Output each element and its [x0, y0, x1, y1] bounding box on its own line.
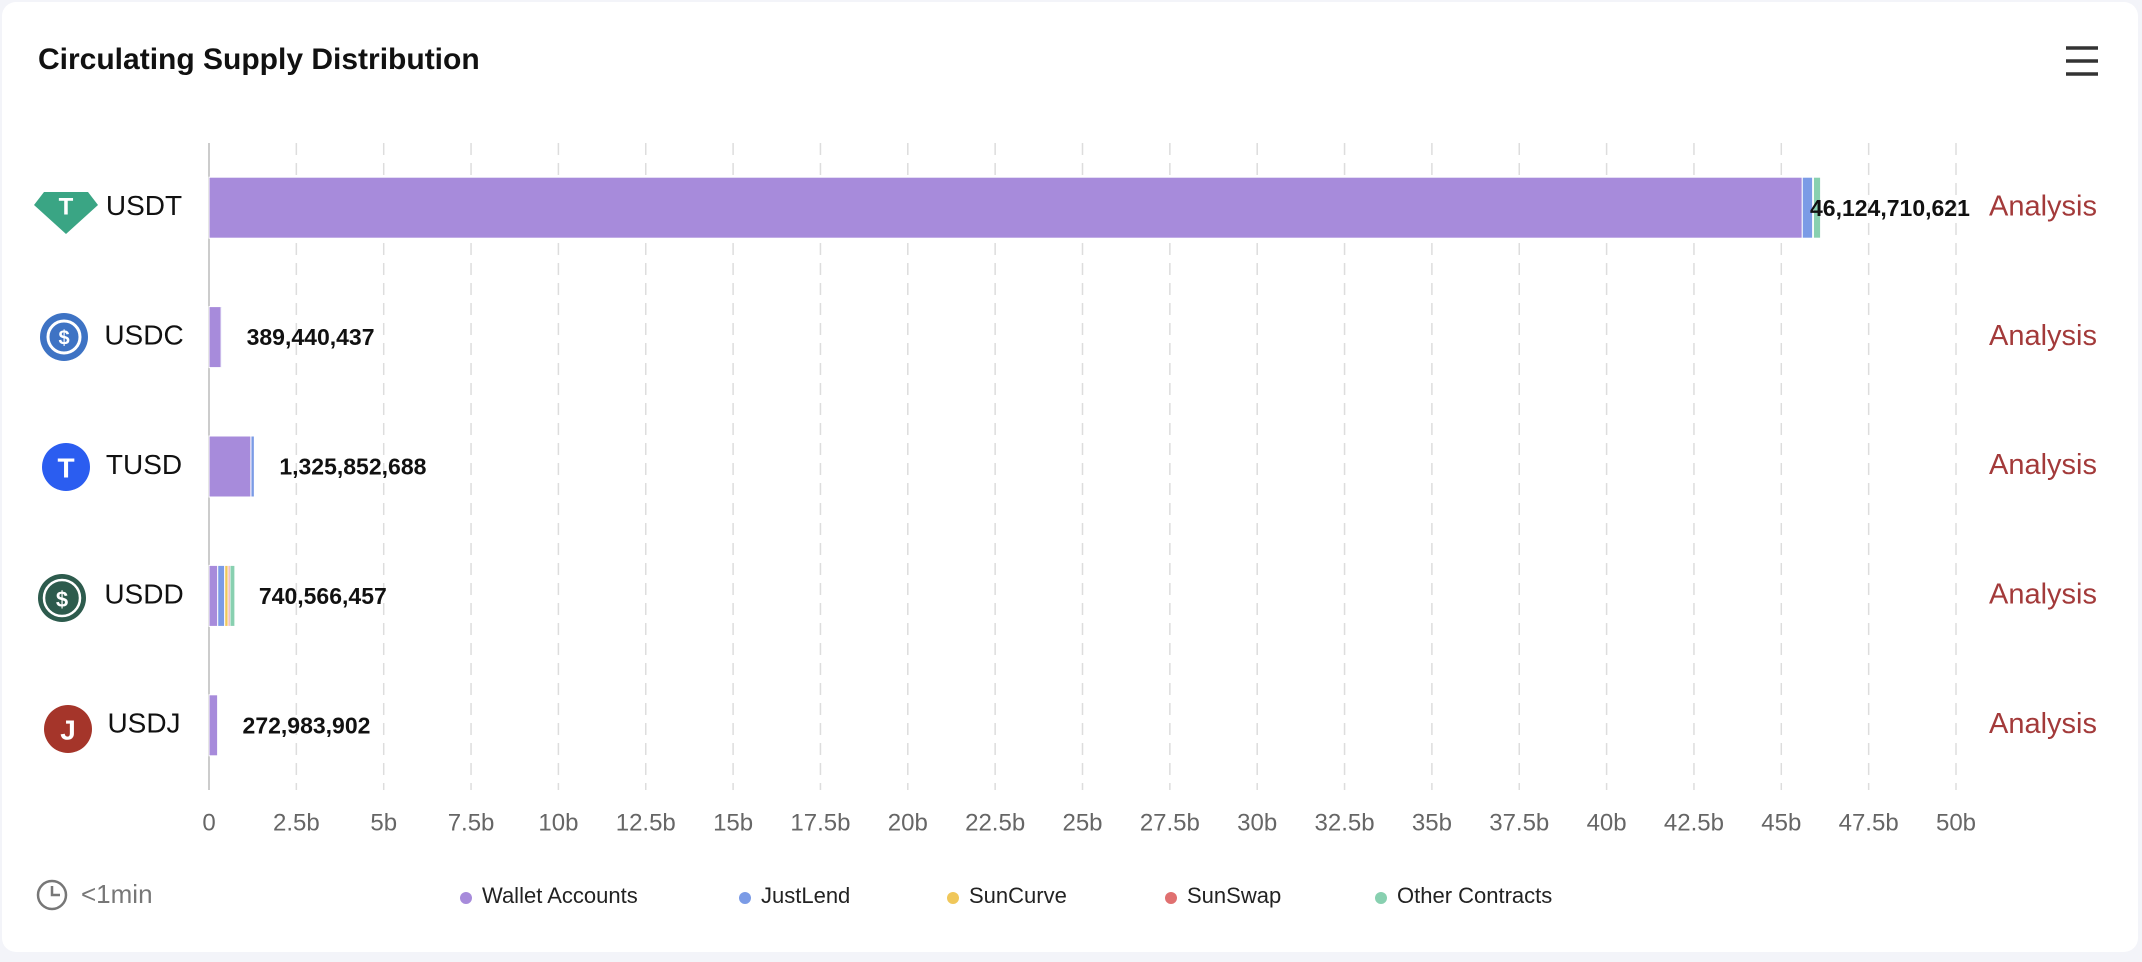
bar-segment [224, 564, 229, 627]
legend-label[interactable]: Wallet Accounts [482, 883, 638, 908]
bar-segment [208, 564, 219, 627]
x-tick-label: 0 [202, 809, 215, 836]
x-tick-label: 32.5b [1315, 809, 1375, 836]
analysis-link[interactable]: Analysis [1989, 449, 2097, 481]
x-tick-label: 40b [1587, 809, 1627, 836]
bar-segment [253, 435, 256, 498]
update-time: <1min [81, 879, 153, 909]
category-label: TUSD [106, 449, 182, 480]
bar-segment [208, 435, 252, 498]
x-tick-label: 7.5b [448, 809, 495, 836]
bar-segment [229, 564, 236, 627]
legend-marker[interactable] [1375, 892, 1387, 904]
analysis-link[interactable]: Analysis [1989, 320, 2097, 352]
x-tick-label: 15b [713, 809, 753, 836]
x-tick-label: 17.5b [790, 809, 850, 836]
legend-label[interactable]: SunSwap [1187, 883, 1281, 908]
legend-marker[interactable] [460, 892, 472, 904]
coin-icons: T $ T $ J [34, 192, 98, 753]
svg-text:T: T [57, 452, 74, 483]
bar-segment [208, 306, 222, 369]
legend-marker[interactable] [739, 892, 751, 904]
legend-label[interactable]: Other Contracts [1397, 883, 1552, 908]
analysis-link[interactable]: Analysis [1989, 190, 2097, 222]
bar-segment [208, 694, 219, 757]
legend-label[interactable]: SunCurve [969, 883, 1067, 908]
x-tick-label: 22.5b [965, 809, 1025, 836]
x-tick-label: 30b [1237, 809, 1277, 836]
category-label: USDT [106, 190, 182, 221]
x-tick-label: 20b [888, 809, 928, 836]
svg-text:$: $ [58, 327, 69, 349]
total-label: 1,325,852,688 [279, 454, 426, 480]
legend-label[interactable]: JustLend [761, 883, 850, 908]
x-tick-label: 2.5b [273, 809, 320, 836]
x-tick-label: 42.5b [1664, 809, 1724, 836]
category-label: USDD [104, 578, 183, 609]
total-label: 46,124,710,621 [1810, 195, 1970, 221]
total-label: 389,440,437 [247, 324, 375, 350]
x-tick-label: 35b [1412, 809, 1452, 836]
chart-title: Circulating Supply Distribution [38, 43, 480, 76]
bar-segment [1812, 176, 1822, 239]
analysis-link[interactable]: Analysis [1989, 579, 2097, 611]
x-tick-label: 5b [370, 809, 397, 836]
total-label: 740,566,457 [259, 583, 387, 609]
svg-text:T: T [59, 193, 74, 220]
x-tick-label: 12.5b [616, 809, 676, 836]
bar-segment [217, 564, 226, 627]
bar-segment [208, 176, 1803, 239]
x-tick-label: 45b [1761, 809, 1801, 836]
category-label: USDC [104, 319, 183, 350]
legend-marker[interactable] [1165, 892, 1177, 904]
bar-segment [250, 435, 255, 498]
x-tick-label: 27.5b [1140, 809, 1200, 836]
total-label: 272,983,902 [243, 712, 371, 738]
clock-icon [36, 879, 68, 911]
svg-text:J: J [60, 714, 76, 745]
analysis-link[interactable]: Analysis [1989, 708, 2097, 740]
x-tick-label: 50b [1936, 809, 1976, 836]
x-tick-label: 10b [538, 809, 578, 836]
x-tick-label: 25b [1062, 809, 1102, 836]
category-label: USDJ [107, 708, 180, 739]
menu-button[interactable] [2066, 46, 2098, 76]
x-tick-label: 37.5b [1489, 809, 1549, 836]
legend-marker[interactable] [947, 892, 959, 904]
x-tick-label: 47.5b [1839, 809, 1899, 836]
svg-text:$: $ [56, 587, 68, 612]
